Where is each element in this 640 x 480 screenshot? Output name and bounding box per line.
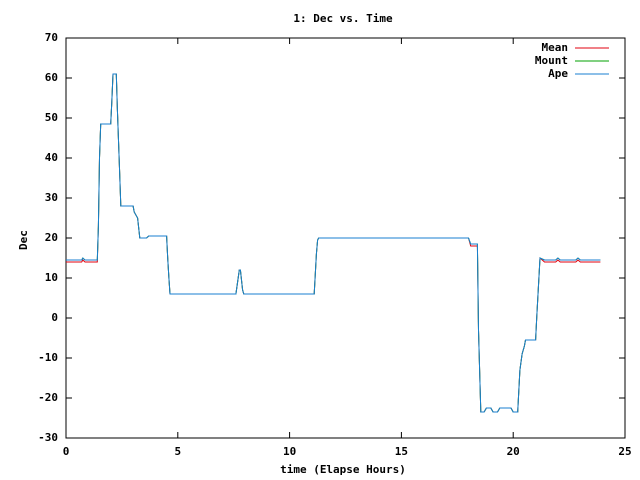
x-tick-label: 0 — [63, 445, 70, 458]
y-tick-label: 40 — [45, 151, 58, 164]
y-tick-label: 50 — [45, 111, 58, 124]
legend-label: Mean — [542, 41, 569, 54]
y-tick-label: -10 — [38, 351, 58, 364]
x-tick-label: 5 — [174, 445, 181, 458]
y-tick-label: 30 — [45, 191, 58, 204]
y-tick-label: 10 — [45, 271, 58, 284]
x-tick-label: 15 — [395, 445, 408, 458]
y-tick-label: 0 — [51, 311, 58, 324]
x-axis-label: time (Elapse Hours) — [280, 463, 406, 476]
y-axis-label: Dec — [17, 230, 30, 250]
x-tick-label: 10 — [283, 445, 296, 458]
y-tick-label: -30 — [38, 431, 58, 444]
x-tick-label: 25 — [618, 445, 631, 458]
legend-label: Ape — [548, 67, 568, 80]
y-tick-label: 20 — [45, 231, 58, 244]
data-line — [66, 73, 601, 413]
y-tick-label: 70 — [45, 31, 58, 44]
chart-title: 1: Dec vs. Time — [293, 12, 393, 25]
y-tick-label: -20 — [38, 391, 58, 404]
legend-label: Mount — [535, 54, 568, 67]
x-tick-label: 20 — [507, 445, 520, 458]
y-tick-label: 60 — [45, 71, 58, 84]
